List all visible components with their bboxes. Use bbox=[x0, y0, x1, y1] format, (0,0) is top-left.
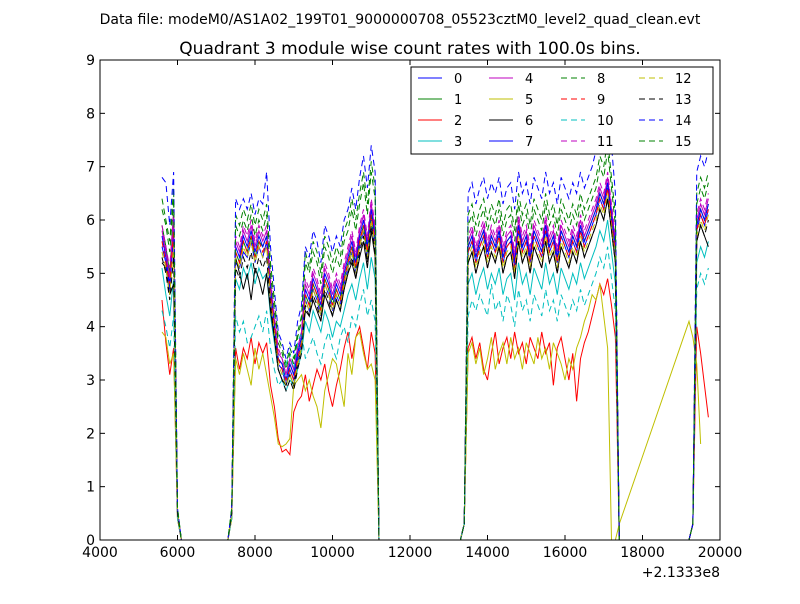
legend-label-5: 5 bbox=[525, 93, 533, 108]
axes-layer: 4000 6000 8000 10000 12000 14000 16000 18000 200… bbox=[82, 53, 742, 561]
y-tick-label: 8 bbox=[86, 106, 95, 122]
x-tick-label: 4000 bbox=[82, 545, 118, 561]
x-tick-label: 14000 bbox=[465, 545, 510, 561]
y-tick-label: 0 bbox=[86, 533, 95, 549]
legend-label-14: 14 bbox=[675, 114, 692, 129]
x-tick-label: 18000 bbox=[620, 545, 665, 561]
x-offset-label: +2.1333e8 bbox=[642, 565, 720, 581]
series-line-15 bbox=[161, 150, 709, 541]
x-tick-label: 6000 bbox=[160, 545, 196, 561]
x-tick-label: 12000 bbox=[388, 545, 433, 561]
y-tick-label: 1 bbox=[86, 480, 95, 496]
y-tick-label: 5 bbox=[86, 266, 95, 282]
y-tick-label: 4 bbox=[86, 320, 95, 336]
legend-label-12: 12 bbox=[675, 72, 692, 87]
y-tick-label: 7 bbox=[86, 160, 95, 176]
legend-label-10: 10 bbox=[597, 114, 614, 129]
y-tick-label: 9 bbox=[86, 53, 95, 69]
legend-label-0: 0 bbox=[454, 72, 462, 87]
y-tick-label: 6 bbox=[86, 213, 95, 229]
legend-label-13: 13 bbox=[675, 93, 692, 108]
y-tick-label: 2 bbox=[86, 426, 95, 442]
legend-label-15: 15 bbox=[675, 135, 692, 150]
legend-label-4: 4 bbox=[525, 72, 533, 87]
y-tick-label: 3 bbox=[86, 373, 95, 389]
x-tick-label: 20000 bbox=[698, 545, 743, 561]
series-layer bbox=[161, 91, 709, 541]
legend-label-2: 2 bbox=[454, 114, 462, 129]
x-tick-label: 10000 bbox=[310, 545, 355, 561]
legend-label-6: 6 bbox=[525, 114, 533, 129]
x-tick-label: 8000 bbox=[237, 545, 273, 561]
legend-label-9: 9 bbox=[597, 93, 605, 108]
legend-label-3: 3 bbox=[454, 135, 462, 150]
legend-label-11: 11 bbox=[597, 135, 614, 150]
series-line-12 bbox=[161, 193, 709, 541]
legend-frame bbox=[410, 66, 714, 155]
x-tick-label: 16000 bbox=[543, 545, 588, 561]
chart-title: Quadrant 3 module wise count rates with … bbox=[179, 39, 640, 59]
figure-suptitle: Data file: modeM0/AS1A02_199T01_90000007… bbox=[100, 12, 701, 28]
legend-label-1: 1 bbox=[454, 93, 462, 108]
series-line-14 bbox=[161, 91, 709, 541]
legend-label-8: 8 bbox=[597, 72, 605, 87]
legend-label-7: 7 bbox=[525, 135, 533, 150]
